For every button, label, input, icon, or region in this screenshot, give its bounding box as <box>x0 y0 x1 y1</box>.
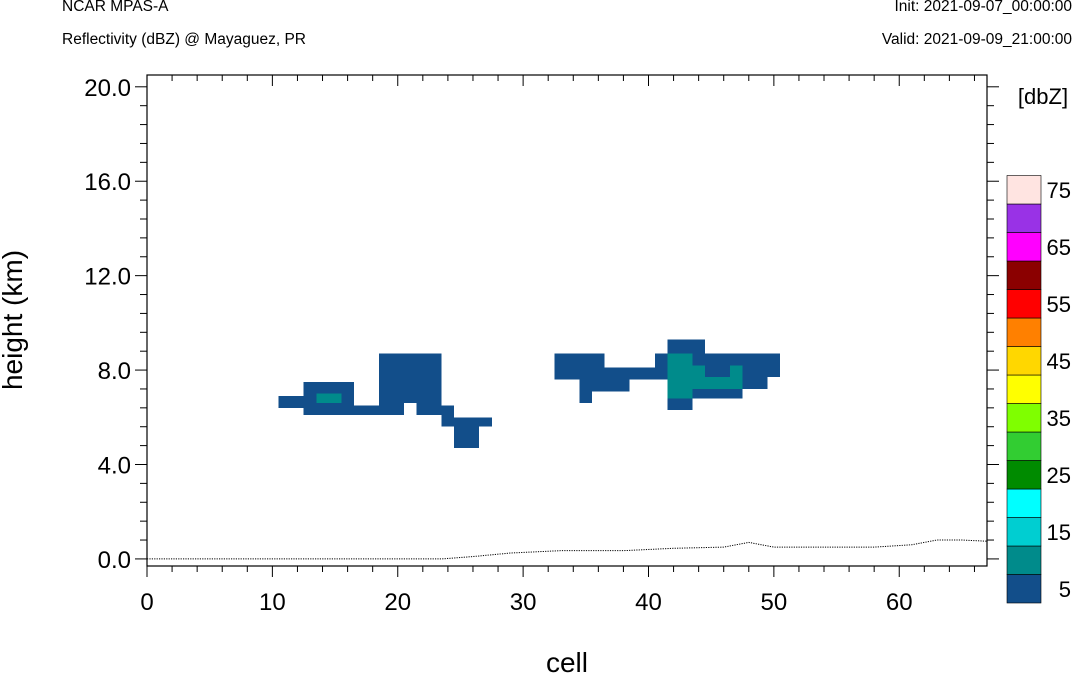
colorbar-box <box>1006 232 1042 262</box>
colorbar-tick-label: 65 <box>1047 235 1071 260</box>
colorbar-tick-label: 75 <box>1047 178 1071 203</box>
colorbar-box <box>1006 260 1042 290</box>
reflectivity-cell <box>278 396 304 408</box>
colorbar-box <box>1006 431 1042 461</box>
reflectivity-cell <box>704 377 743 389</box>
x-tick-label: 60 <box>886 589 913 616</box>
init-time: Init: 2021-09-07_00:00:00 <box>894 0 1072 15</box>
reflectivity-cell <box>667 353 693 399</box>
y-tick-label: 20.0 <box>84 75 131 102</box>
reflectivity-cells <box>278 339 781 448</box>
x-axis-title: cell <box>546 647 588 677</box>
figure-title: NCAR MPAS-A <box>62 0 169 15</box>
colorbar-box <box>1006 403 1042 433</box>
x-tick-label: 0 <box>140 589 153 616</box>
reflectivity-cell <box>767 353 781 378</box>
axis-tick-labels: 0 10 20 30 40 50 60 0.0 4.0 8.0 12.0 16.0 20.0 <box>84 75 912 616</box>
reflectivity-cell <box>742 353 768 389</box>
colorbar-box <box>1006 175 1042 205</box>
plot-area <box>147 75 987 566</box>
y-tick-label: 12.0 <box>84 264 131 291</box>
reflectivity-cell <box>629 367 655 380</box>
colorbar-unit-label: [dbZ] <box>1018 84 1068 109</box>
reflectivity-cell <box>353 405 379 415</box>
reflectivity-cell <box>316 393 342 404</box>
reflectivity-cell <box>579 353 593 404</box>
x-tick-label: 10 <box>259 589 286 616</box>
plot-frame <box>146 74 988 567</box>
reflectivity-cell <box>479 417 492 427</box>
y-tick-label: 16.0 <box>84 169 131 196</box>
colorbar-tick-label: 45 <box>1047 349 1071 374</box>
colorbar-box <box>1006 289 1042 319</box>
colorbar-box <box>1006 203 1042 233</box>
colorbar-tick-label: 15 <box>1047 520 1071 545</box>
reflectivity-cell <box>441 405 455 427</box>
colorbar-box <box>1006 317 1042 347</box>
colorbar-tick-label: 55 <box>1047 292 1071 317</box>
reflectivity-cell <box>692 365 705 389</box>
y-axis-title: height (km) <box>0 250 28 390</box>
colorbar-box <box>1006 488 1042 518</box>
figure-subtitle: Reflectivity (dBZ) @ Mayaguez, PR <box>62 31 306 48</box>
axis-ticks <box>135 75 999 577</box>
reflectivity-cell <box>454 417 480 448</box>
colorbar-box <box>1006 517 1042 547</box>
reflectivity-cell <box>604 367 630 392</box>
reflectivity-cell <box>554 353 580 380</box>
colorbar: 5 15 25 35 45 55 65 75 <box>1006 175 1071 604</box>
x-tick-label: 50 <box>761 589 788 616</box>
reflectivity-cell <box>729 365 743 389</box>
colorbar-tick-label: 25 <box>1047 463 1071 488</box>
reflectivity-cell <box>654 353 668 380</box>
y-tick-label: 8.0 <box>98 358 131 385</box>
colorbar-box <box>1006 545 1042 575</box>
colorbar-box <box>1006 346 1042 376</box>
y-tick-label: 4.0 <box>98 452 131 479</box>
reflectivity-cell <box>416 353 442 415</box>
reflectivity-cell <box>592 353 605 392</box>
reflectivity-cell <box>404 353 417 404</box>
colorbar-box <box>1006 574 1042 604</box>
colorbar-box <box>1006 460 1042 490</box>
x-tick-label: 40 <box>635 589 662 616</box>
colorbar-tick-label: 35 <box>1047 406 1071 431</box>
x-tick-label: 20 <box>384 589 411 616</box>
y-tick-label: 0.0 <box>98 547 131 574</box>
reflectivity-cell <box>378 353 405 415</box>
x-tick-label: 30 <box>510 589 537 616</box>
valid-time: Valid: 2021-09-09_21:00:00 <box>881 31 1072 48</box>
colorbar-box <box>1006 374 1042 404</box>
colorbar-tick-label: 5 <box>1059 577 1071 602</box>
